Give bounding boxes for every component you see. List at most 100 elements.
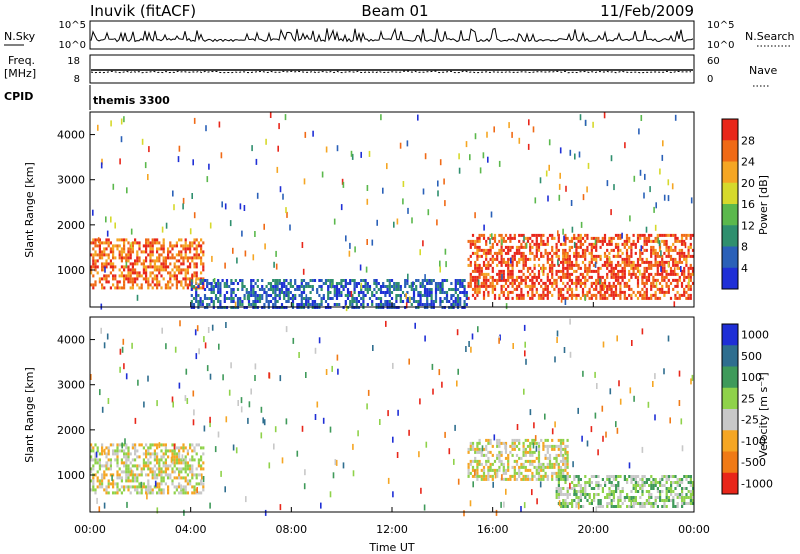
power-echo-cell (577, 263, 580, 267)
power-echo-cell (650, 293, 653, 297)
power-echo-cell (636, 236, 640, 240)
power-echo-cell (167, 247, 170, 251)
power-echo-cell (685, 263, 688, 267)
power-echo-cell (566, 254, 569, 258)
velocity-echo-speck (408, 429, 410, 436)
velocity-echo-cell (579, 484, 582, 487)
power-echo-speck (505, 303, 508, 310)
power-echo-cell (678, 275, 681, 279)
velocity-echo-cell (485, 444, 488, 448)
power-echo-cell (689, 296, 692, 300)
velocity-echo-cell (564, 493, 567, 496)
power-echo-cell (551, 266, 554, 270)
power-echo-cell (564, 257, 567, 261)
power-echo-cell (134, 280, 137, 284)
velocity-colorbar-tick: 25 (741, 392, 755, 405)
velocity-echo-cell (469, 459, 472, 463)
power-echo-speck (655, 281, 658, 288)
power-echo-cell (116, 286, 119, 290)
velocity-echo-cell (504, 447, 508, 451)
velocity-echo-cell (588, 484, 591, 487)
velocity-echo-cell (136, 476, 139, 480)
power-echo-speck (303, 178, 306, 185)
power-echo-cell (186, 286, 189, 290)
velocity-echo-cell (200, 491, 203, 495)
power-echo-cell (641, 275, 644, 279)
power-echo-speck (342, 181, 345, 188)
power-echo-cell (390, 297, 394, 300)
power-echo-speck (193, 117, 196, 124)
power-echo-cell (195, 271, 198, 275)
power-echo-cell (202, 262, 205, 266)
nave-trace (90, 70, 692, 74)
power-echo-cell (476, 257, 479, 261)
velocity-echo-cell (134, 488, 137, 492)
power-echo-cell (241, 279, 244, 282)
power-echo-cell (322, 297, 325, 300)
power-echo-cell (353, 288, 356, 291)
power-echo-cell (417, 291, 420, 294)
power-echo-cell (584, 254, 587, 258)
power-echo-cell (544, 287, 547, 291)
power-echo-cell (654, 257, 657, 261)
power-echo-cell (96, 271, 99, 275)
velocity-echo-speck (264, 509, 267, 516)
power-echo-cell (542, 290, 545, 294)
power-colorbar-swatch (722, 182, 738, 205)
power-echo-cell (443, 297, 446, 300)
power-echo-cell (566, 287, 569, 291)
power-echo-cell (109, 250, 112, 254)
power-echo-cell (377, 288, 380, 291)
power-echo-cell (256, 300, 259, 303)
power-echo-speck (284, 114, 287, 121)
velocity-echo-cell (551, 462, 554, 466)
power-echo-cell (533, 254, 536, 258)
power-echo-cell (212, 291, 215, 294)
power-echo-cell (138, 274, 141, 278)
power-echo-speck (479, 167, 482, 174)
power-echo-cell (386, 279, 389, 282)
power-echo-cell (665, 233, 668, 237)
power-echo-cell (434, 297, 438, 300)
velocity-echo-cell (109, 467, 112, 471)
velocity-echo-cell (107, 491, 110, 495)
velocity-echo-speck (605, 431, 607, 438)
power-echo-cell (518, 257, 521, 261)
power-echo-cell (103, 253, 106, 257)
power-echo-cell (634, 266, 637, 270)
power-echo-speck (439, 260, 441, 267)
power-echo-cell (689, 293, 692, 297)
velocity-echo-cell (676, 484, 679, 487)
velocity-echo-speck (99, 389, 101, 396)
power-echo-cell (223, 285, 226, 288)
station-title: Inuvik (fitACF) (90, 2, 196, 20)
power-echo-cell (265, 285, 268, 288)
power-echo-cell (309, 279, 312, 282)
power-echo-cell (597, 269, 600, 273)
power-echo-cell (500, 287, 503, 291)
power-echo-cell (469, 284, 472, 288)
power-echo-speck (569, 149, 572, 156)
power-echo-cell (566, 236, 569, 240)
power-echo-cell (568, 266, 571, 270)
power-echo-cell (546, 293, 549, 297)
power-echo-speck (165, 222, 168, 229)
power-echo-cell (566, 260, 569, 264)
velocity-echo-speck (240, 397, 243, 404)
power-echo-cell (540, 278, 543, 282)
power-echo-cell (570, 263, 574, 267)
power-echo-cell (386, 285, 389, 288)
velocity-echo-cell (504, 468, 508, 472)
power-echo-cell (588, 269, 591, 273)
velocity-echo-cell (515, 477, 519, 481)
power-echo-speck (256, 192, 259, 199)
power-echo-cell (388, 282, 391, 285)
power-echo-cell (153, 265, 156, 269)
power-echo-speck (424, 274, 426, 281)
power-echo-cell (665, 275, 668, 279)
velocity-echo-cell (551, 474, 554, 478)
velocity-echo-cell (169, 464, 172, 468)
power-echo-cell (202, 241, 205, 245)
power-echo-cell (120, 253, 123, 257)
power-echo-cell (546, 278, 549, 282)
